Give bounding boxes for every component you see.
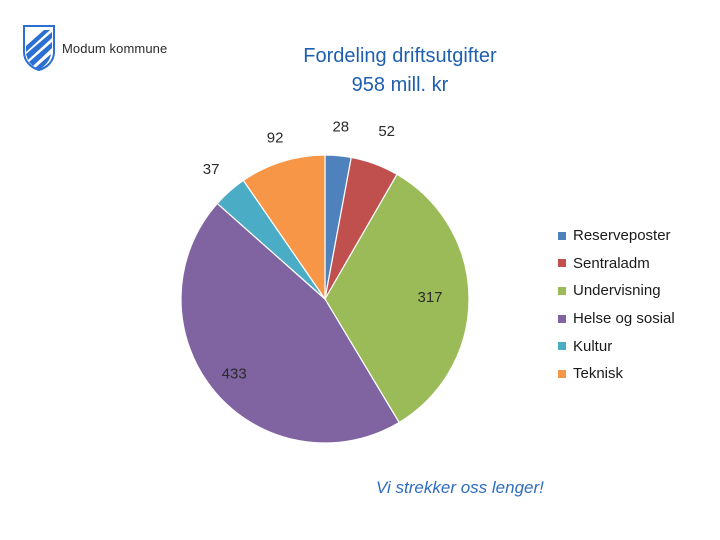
data-label-teknisk: 92 bbox=[267, 130, 284, 147]
chart-legend: Reserveposter Sentraladm Undervisning Helse… bbox=[558, 222, 675, 388]
chart-subtitle: 958 mill. kr bbox=[351, 74, 449, 96]
pie-slices bbox=[180, 154, 470, 444]
legend-swatch bbox=[558, 286, 566, 295]
legend-swatch bbox=[558, 314, 566, 323]
data-label-sentraladm: 52 bbox=[378, 123, 395, 140]
pie-slice-helse-og-sosial bbox=[180, 202, 400, 444]
legend-swatch bbox=[558, 231, 566, 240]
data-label-reserveposter: 28 bbox=[332, 119, 349, 136]
chart-title-block: Fordeling driftsutgifter 958 mill. kr bbox=[200, 42, 600, 100]
data-label-undervisning: 317 bbox=[417, 289, 442, 306]
data-label-helse-og-sosial: 433 bbox=[222, 365, 247, 382]
municipal-shield-icon bbox=[23, 25, 55, 72]
pie-data-labels: 28 52 317 433 37 92 bbox=[203, 119, 443, 383]
legend-label: Reserveposter bbox=[573, 227, 671, 245]
legend-label: Undervisning bbox=[573, 282, 661, 300]
legend-item-sentraladm: Sentraladm bbox=[558, 250, 675, 278]
legend-item-kultur: Kultur bbox=[558, 332, 675, 360]
legend-item-undervisning: Undervisning bbox=[558, 277, 675, 305]
legend-label: Kultur bbox=[573, 337, 613, 355]
legend-swatch bbox=[558, 342, 566, 351]
slogan: Vi strekker oss lenger! bbox=[376, 478, 544, 497]
legend-label: Helse og sosial bbox=[573, 310, 675, 328]
pie-slice-teknisk bbox=[242, 154, 326, 301]
chart-title: Fordeling driftsutgifter bbox=[303, 45, 497, 67]
legend-item-reserveposter: Reserveposter bbox=[558, 222, 675, 250]
legend-swatch bbox=[558, 369, 566, 378]
data-label-kultur: 37 bbox=[203, 161, 220, 178]
legend-label: Sentraladm bbox=[573, 254, 650, 272]
pie-slice-undervisning bbox=[324, 173, 470, 424]
legend-item-helse-og-sosial: Helse og sosial bbox=[558, 305, 675, 333]
legend-swatch bbox=[558, 259, 566, 268]
org-name: Modum kommune bbox=[62, 40, 168, 56]
legend-label: Teknisk bbox=[573, 365, 624, 383]
logo: Modum kommune bbox=[22, 24, 167, 72]
legend-item-teknisk: Teknisk bbox=[558, 360, 675, 388]
